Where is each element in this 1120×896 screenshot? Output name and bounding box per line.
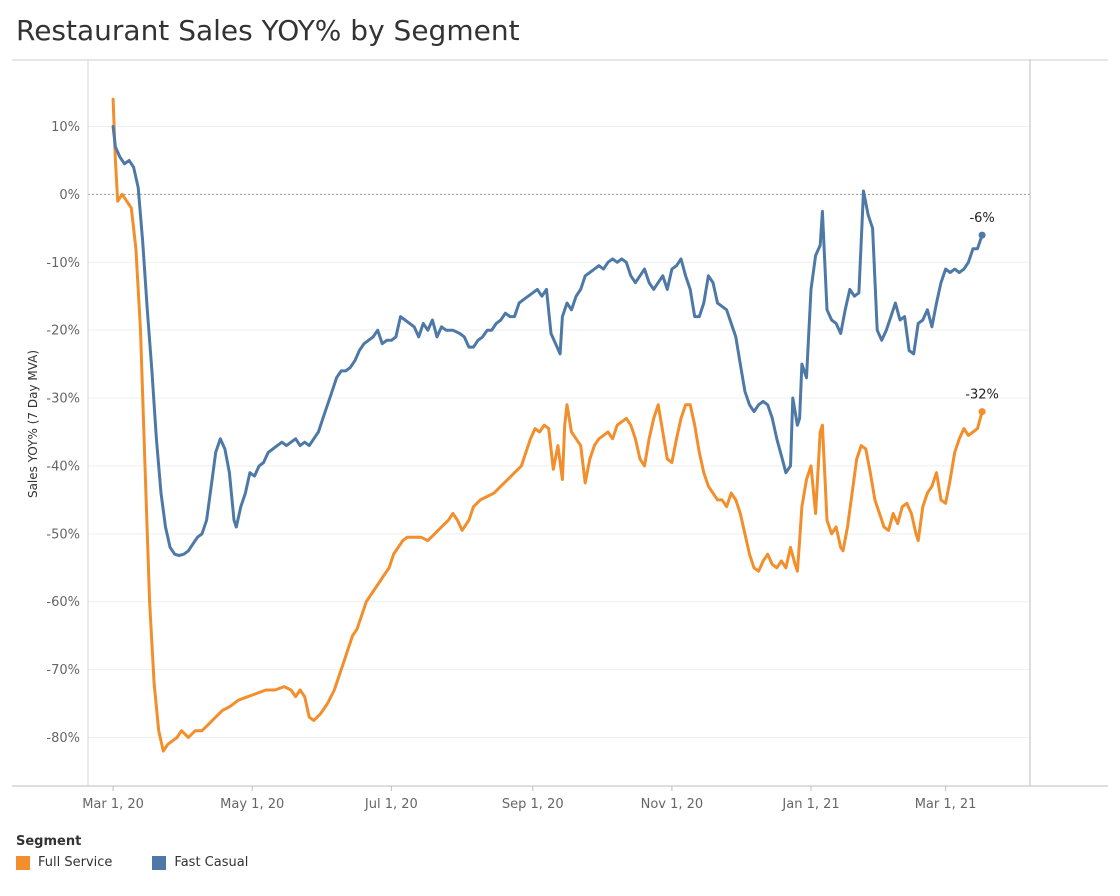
legend-item-full-service[interactable]: Full Service <box>16 855 112 870</box>
plot-frame <box>12 59 1108 787</box>
y-tick-label: 0% <box>59 188 80 203</box>
legend-swatch-fast-casual <box>152 855 167 870</box>
y-tick-label: -80% <box>46 731 80 746</box>
legend-swatch-full-service <box>16 855 30 870</box>
y-axis-ticks: 10% 0% -10% -20% -30% -40% -50% -60% -70% -80% <box>46 120 80 746</box>
y-tick-label: -10% <box>46 256 80 271</box>
gridlines <box>88 125 1030 738</box>
y-tick-label: -70% <box>46 663 80 678</box>
legend-item-fast-casual[interactable]: Fast Casual <box>152 855 248 870</box>
x-tick-label: Jan 1, 21 <box>781 797 839 812</box>
chart-title: Restaurant Sales YOY% by Segment <box>16 14 520 47</box>
y-axis-label: Sales YOY% (7 Day MVA) <box>26 350 40 498</box>
legend-label-fast-casual: Fast Casual <box>174 855 249 870</box>
end-point-fast-casual[interactable] <box>978 231 986 239</box>
end-point-full-service[interactable] <box>978 408 986 416</box>
y-tick-label: -30% <box>46 392 80 407</box>
x-tick-label: May 1, 20 <box>220 797 284 812</box>
end-label-fast-casual: -6% <box>969 211 994 226</box>
x-axis-ticks: Mar 1, 20 May 1, 20 Jul 1, 20 Sep 1, 20 Nov … <box>82 786 976 812</box>
x-tick-label: Mar 1, 21 <box>915 797 977 812</box>
series-line-fast-casual[interactable] <box>111 125 984 557</box>
x-tick-label: Sep 1, 20 <box>502 797 564 812</box>
x-tick-label: Nov 1, 20 <box>641 797 704 812</box>
legend-label-full-service: Full Service <box>38 855 113 870</box>
y-tick-label: -20% <box>46 324 80 339</box>
end-label-full-service: -32% <box>965 388 999 403</box>
x-tick-label: Mar 1, 20 <box>82 797 144 812</box>
x-tick-label: Jul 1, 20 <box>364 797 418 812</box>
y-tick-label: 10% <box>51 120 80 135</box>
legend-title: Segment <box>16 834 82 849</box>
chart-svg: 10% 0% -10% -20% -30% -40% -50% -60% -70% -80% Ma… <box>12 59 1108 812</box>
y-tick-label: -60% <box>46 595 80 610</box>
y-tick-label: -50% <box>46 527 80 542</box>
series-line-full-service[interactable] <box>111 97 984 753</box>
y-tick-label: -40% <box>46 459 80 474</box>
series-lines: -32% -6% <box>111 97 999 753</box>
legend: Segment Full Service Fast Casual <box>16 834 248 870</box>
